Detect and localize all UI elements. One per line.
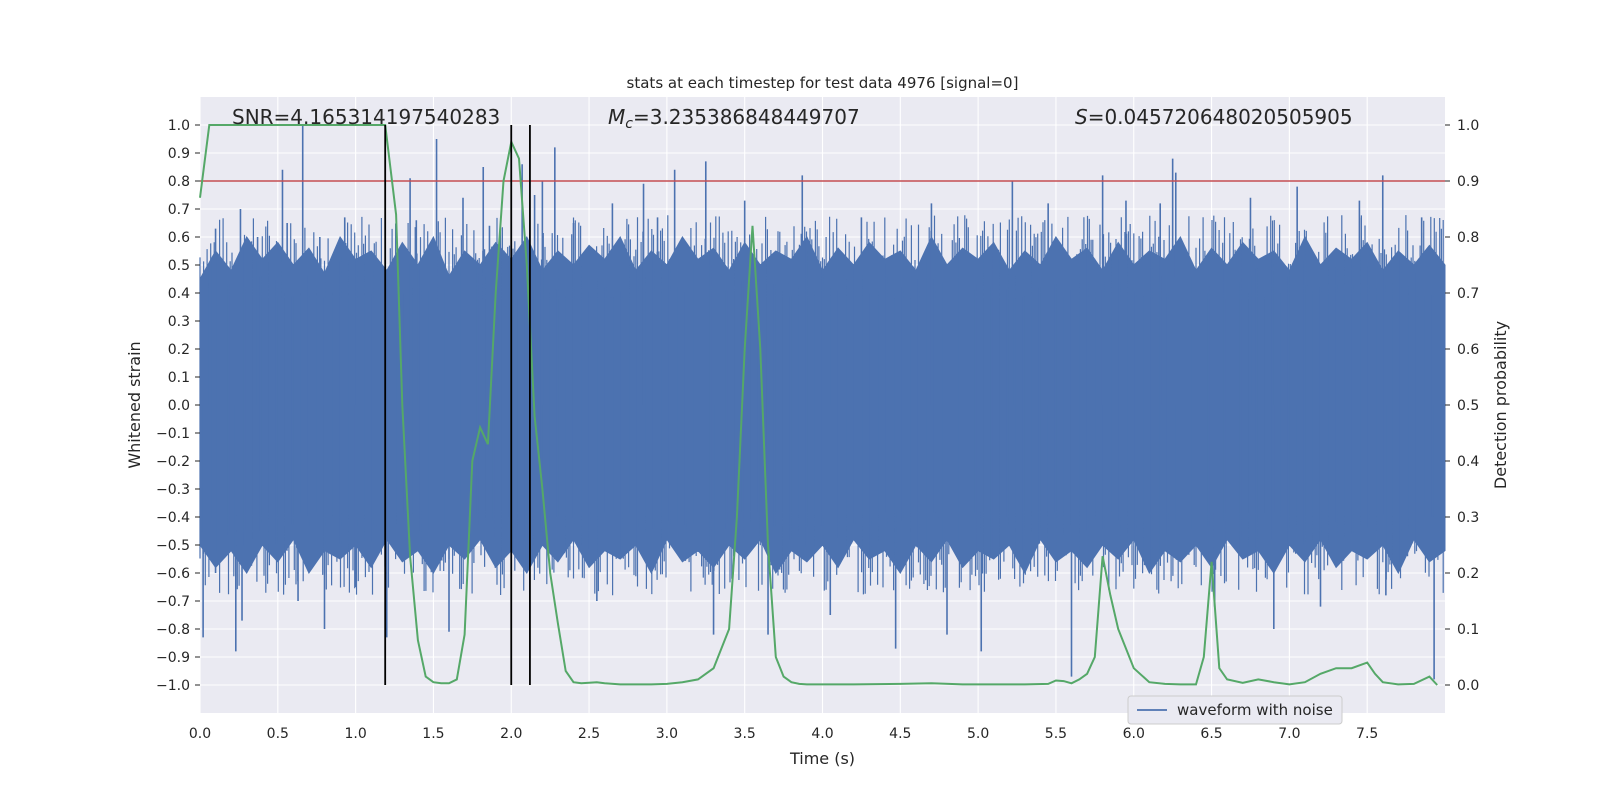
- y2-tick-label: 0.8: [1457, 230, 1479, 246]
- x-tick-label: 0.0: [189, 726, 211, 742]
- y-tick-label: −0.9: [156, 650, 190, 666]
- y-tick-label: 0.7: [168, 202, 190, 218]
- x-tick-label: 6.0: [1123, 726, 1145, 742]
- y2-tick-label: 0.1: [1457, 622, 1479, 638]
- x-tick-label: 1.0: [344, 726, 366, 742]
- chirp-mass-subscript: c: [625, 116, 633, 132]
- x-tick-label: 4.0: [811, 726, 833, 742]
- x-tick-label: 7.5: [1356, 726, 1378, 742]
- x-tick-label: 1.5: [422, 726, 444, 742]
- y-tick-label: −0.2: [156, 454, 190, 470]
- y-tick-label: 0.9: [168, 146, 190, 162]
- y-tick-label: 1.0: [168, 118, 190, 134]
- y2-tick-label: 0.4: [1457, 454, 1479, 470]
- y-tick-label: 0.5: [168, 258, 190, 274]
- x-tick-label: 5.0: [967, 726, 989, 742]
- y-tick-label: −0.4: [156, 510, 190, 526]
- y2-tick-label: 1.0: [1457, 118, 1479, 134]
- y-tick-label: −0.3: [156, 482, 190, 498]
- y-tick-label: −0.7: [156, 594, 190, 610]
- probability-series: [199, 124, 1438, 686]
- waveform-noise: [199, 215, 1444, 596]
- chart-title: stats at each timestep for test data 497…: [627, 74, 1019, 92]
- x-tick-label: 0.5: [267, 726, 289, 742]
- y-tick-label: −1.0: [156, 678, 190, 694]
- s-statistic-value: =0.045720648020505905: [1088, 105, 1353, 129]
- y-tick-label: −0.8: [156, 622, 190, 638]
- y-tick-label: 0.1: [168, 370, 190, 386]
- y-axis-label: Whitened strain: [125, 341, 144, 468]
- s-statistic-annotation: S=0.045720648020505905: [1075, 105, 1353, 129]
- x-tick-label: 3.0: [656, 726, 678, 742]
- legend-box: [1127, 695, 1343, 725]
- y-tick-label: 0.8: [168, 174, 190, 190]
- y-tick-label: 0.3: [168, 314, 190, 330]
- x-tick-label: 2.5: [578, 726, 600, 742]
- chirp-mass-value: =3.235386848449707: [633, 105, 860, 129]
- x-tick-label: 7.0: [1278, 726, 1300, 742]
- y-tick-label: 0.2: [168, 342, 190, 358]
- y-tick-label: 0.0: [168, 398, 190, 414]
- chirp-mass-annotation: Mc=3.235386848449707: [608, 105, 860, 132]
- y2-tick-label: 0.0: [1457, 678, 1479, 694]
- x-tick-label: 4.5: [889, 726, 911, 742]
- chirp-mass-symbol: M: [608, 105, 625, 129]
- snr-annotation: SNR=4.165314197540283: [232, 105, 500, 129]
- x-tick-label: 6.5: [1200, 726, 1222, 742]
- y-tick-label: −0.5: [156, 538, 190, 554]
- probability-line: [199, 124, 1438, 686]
- vertical-marker-lines: [384, 125, 531, 685]
- y-tick-label: −0.6: [156, 566, 190, 582]
- y-tick-label: −0.1: [156, 426, 190, 442]
- y-tick-label: 0.4: [168, 286, 190, 302]
- y2-tick-label: 0.5: [1457, 398, 1479, 414]
- axis-ticks: 0.0 0.5 1.0 1.5 2.0 2.5 3.0 3.5 4.0 4.5 5.0 5.5 6.0 6…: [156, 118, 1479, 742]
- y2-tick-label: 0.6: [1457, 342, 1479, 358]
- x-tick-label: 2.0: [500, 726, 522, 742]
- y2-tick-label: 0.2: [1457, 566, 1479, 582]
- y2-tick-label: 0.7: [1457, 286, 1479, 302]
- y2-tick-label: 0.9: [1457, 174, 1479, 190]
- x-axis-label: Time (s): [789, 749, 855, 768]
- x-tick-label: 3.5: [734, 726, 756, 742]
- legend: waveform with noise: [1127, 695, 1343, 725]
- y-tick-label: 0.6: [168, 230, 190, 246]
- y2-axis-label: Detection probability: [1491, 321, 1510, 489]
- s-statistic-symbol: S: [1075, 105, 1088, 129]
- legend-label-waveform: waveform with noise: [1177, 701, 1333, 719]
- y2-tick-label: 0.3: [1457, 510, 1479, 526]
- x-tick-label: 5.5: [1045, 726, 1067, 742]
